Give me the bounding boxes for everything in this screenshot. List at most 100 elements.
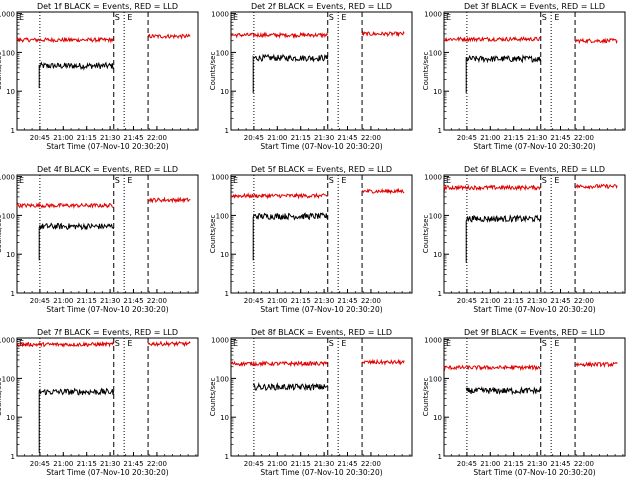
x-tick-label: 21:15 bbox=[77, 297, 97, 305]
x-tick-label: 21:30 bbox=[527, 297, 547, 305]
lld-series-line bbox=[230, 359, 329, 368]
axes-frame bbox=[443, 337, 626, 457]
x-tick-label: 21:00 bbox=[480, 134, 500, 142]
y-tick-label: 10 bbox=[220, 414, 229, 422]
x-tick-label: 21:45 bbox=[550, 134, 570, 142]
y-tick-label: 100 bbox=[216, 49, 229, 57]
x-tick-label: 20:45 bbox=[30, 134, 50, 142]
lld-series-line bbox=[443, 364, 542, 372]
x-tick-label: 21:00 bbox=[480, 460, 500, 468]
y-tick-label: 1000 bbox=[211, 11, 229, 19]
axes-frame bbox=[230, 11, 413, 131]
events-series-line bbox=[465, 54, 542, 93]
y-axis-label: Counts/sec bbox=[0, 52, 3, 91]
x-tick-label: 22:00 bbox=[147, 297, 167, 305]
y-tick-label: 10 bbox=[6, 251, 15, 259]
lld-series-line bbox=[16, 36, 114, 44]
x-tick-label: 20:45 bbox=[457, 297, 477, 305]
chart-panel: Det 6f BLACK = Events, RED = LLD 1 10 100 10… bbox=[422, 165, 626, 314]
x-tick-label: 21:00 bbox=[480, 297, 500, 305]
y-tick-label: 100 bbox=[429, 49, 442, 57]
x-tick-label: 21:15 bbox=[504, 134, 524, 142]
y-axis-label: Counts/sec bbox=[0, 378, 3, 417]
y-axis-label: Counts/sec bbox=[209, 215, 217, 254]
y-tick-label: 100 bbox=[429, 212, 442, 220]
y-axis-label: Counts/sec bbox=[422, 215, 430, 254]
y-tick-label: 1 bbox=[11, 127, 15, 135]
x-tick-label: 20:45 bbox=[244, 460, 264, 468]
y-tick-label: 1000 bbox=[424, 174, 442, 182]
start-marker: S bbox=[115, 176, 120, 185]
x-tick-label: 21:30 bbox=[314, 460, 334, 468]
lld-series-line bbox=[443, 184, 542, 192]
y-tick-label: 1 bbox=[438, 290, 442, 298]
x-tick-label: 22:00 bbox=[574, 297, 594, 305]
x-axis-label: Start Time (07-Nov-10 20:30:20) bbox=[260, 305, 382, 314]
y-axis-label: Counts/sec bbox=[209, 52, 217, 91]
y-tick-label: 10 bbox=[433, 88, 442, 96]
x-tick-label: 21:45 bbox=[550, 297, 570, 305]
x-tick-label: 21:45 bbox=[123, 134, 143, 142]
end-marker: E bbox=[341, 13, 346, 22]
lld-series-line bbox=[361, 187, 405, 195]
start-marker: S bbox=[542, 13, 547, 22]
x-axis-label: Start Time (07-Nov-10 20:30:20) bbox=[46, 142, 168, 151]
x-axis-label: Start Time (07-Nov-10 20:30:20) bbox=[473, 305, 595, 314]
lld-series-line bbox=[16, 201, 114, 210]
start-marker: S bbox=[542, 339, 547, 348]
end-marker: E bbox=[341, 176, 346, 185]
chart-title: Det 2f BLACK = Events, RED = LLD bbox=[251, 2, 392, 11]
y-tick-label: 1 bbox=[225, 453, 229, 461]
axes-frame bbox=[443, 11, 626, 131]
end-marker: E bbox=[127, 339, 132, 348]
x-axis-label: Start Time (07-Nov-10 20:30:20) bbox=[260, 142, 382, 151]
events-series-line bbox=[465, 386, 542, 396]
y-axis-label: Counts/sec bbox=[0, 215, 3, 254]
x-tick-label: 21:00 bbox=[53, 297, 73, 305]
x-tick-label: 21:30 bbox=[314, 297, 334, 305]
chart-title: Det 7f BLACK = Events, RED = LLD bbox=[37, 328, 178, 337]
x-tick-label: 21:15 bbox=[77, 460, 97, 468]
edge-marker: E bbox=[446, 13, 451, 22]
y-tick-label: 1000 bbox=[211, 337, 229, 345]
chart-panel: Det 1f BLACK = Events, RED = LLD 1 10 100 10… bbox=[0, 2, 199, 151]
events-series-line bbox=[252, 53, 329, 93]
events-series-line bbox=[465, 213, 542, 263]
x-tick-label: 21:00 bbox=[267, 134, 287, 142]
x-tick-label: 22:00 bbox=[574, 134, 594, 142]
lld-series-line bbox=[147, 196, 191, 204]
edge-marker: E bbox=[19, 176, 24, 185]
x-tick-label: 20:45 bbox=[244, 134, 264, 142]
axes-frame bbox=[16, 11, 199, 131]
lld-series-line bbox=[443, 35, 541, 43]
x-tick-label: 21:15 bbox=[291, 460, 311, 468]
chart-title: Det 8f BLACK = Events, RED = LLD bbox=[251, 328, 392, 337]
lld-series-line bbox=[574, 183, 618, 190]
end-marker: E bbox=[341, 339, 346, 348]
x-tick-label: 20:45 bbox=[457, 134, 477, 142]
x-tick-label: 21:30 bbox=[527, 460, 547, 468]
start-marker: S bbox=[329, 176, 334, 185]
x-tick-label: 21:45 bbox=[123, 460, 143, 468]
chart-panel: Det 2f BLACK = Events, RED = LLD 1 10 100 10… bbox=[209, 2, 413, 151]
events-series-line bbox=[38, 222, 115, 261]
lld-series-line bbox=[230, 192, 329, 200]
start-marker: S bbox=[115, 13, 120, 22]
x-tick-label: 21:15 bbox=[291, 134, 311, 142]
y-axis-label: Counts/sec bbox=[209, 378, 217, 417]
lld-series-line bbox=[361, 30, 405, 38]
lld-series-line bbox=[361, 358, 405, 366]
x-tick-label: 22:00 bbox=[361, 460, 381, 468]
y-axis-label: Counts/sec bbox=[422, 378, 430, 417]
x-tick-label: 21:00 bbox=[267, 297, 287, 305]
y-tick-label: 100 bbox=[2, 375, 15, 383]
x-tick-label: 22:00 bbox=[361, 134, 381, 142]
y-tick-label: 100 bbox=[216, 212, 229, 220]
axes-frame bbox=[16, 337, 199, 457]
start-marker: S bbox=[329, 339, 334, 348]
y-tick-label: 1000 bbox=[211, 174, 229, 182]
events-series-line bbox=[252, 212, 329, 261]
y-tick-label: 10 bbox=[6, 414, 15, 422]
chart-title: Det 9f BLACK = Events, RED = LLD bbox=[464, 328, 605, 337]
